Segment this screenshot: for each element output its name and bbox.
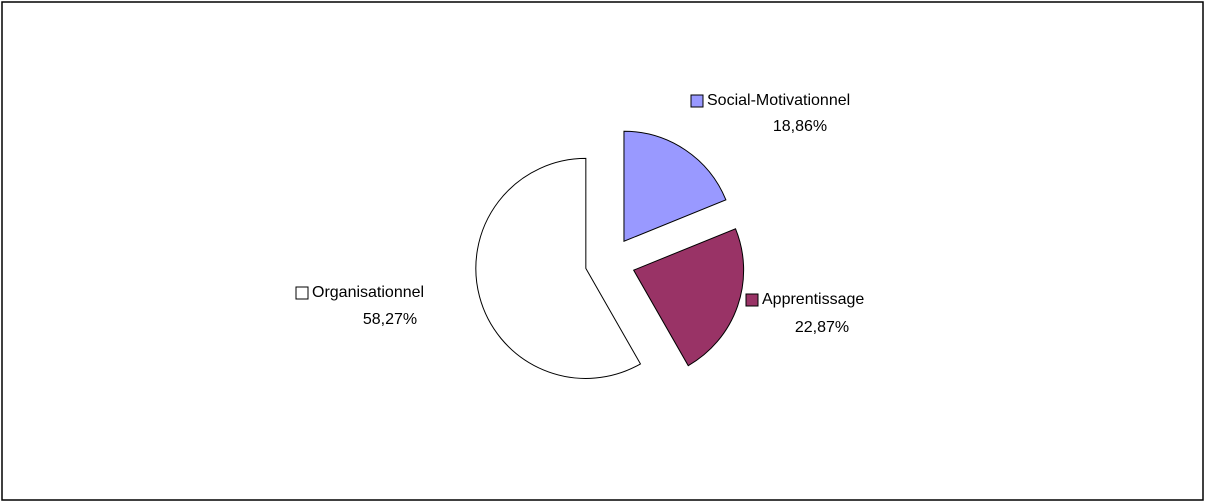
pie-slice	[623, 130, 727, 243]
legend-swatch	[295, 286, 309, 300]
pie-slice	[475, 157, 642, 379]
slice-value-label: 22,87%	[795, 319, 849, 336]
legend-swatch	[690, 94, 704, 108]
legend-swatch	[745, 293, 759, 307]
slice-value-label: 18,86%	[773, 118, 827, 135]
slice-value-label: 58,27%	[363, 311, 417, 328]
slice-label: Social-Motivationnel	[707, 92, 850, 109]
pie-slice	[632, 228, 745, 367]
slice-label: Apprentissage	[762, 291, 864, 308]
slice-label: Organisationnel	[312, 284, 424, 301]
